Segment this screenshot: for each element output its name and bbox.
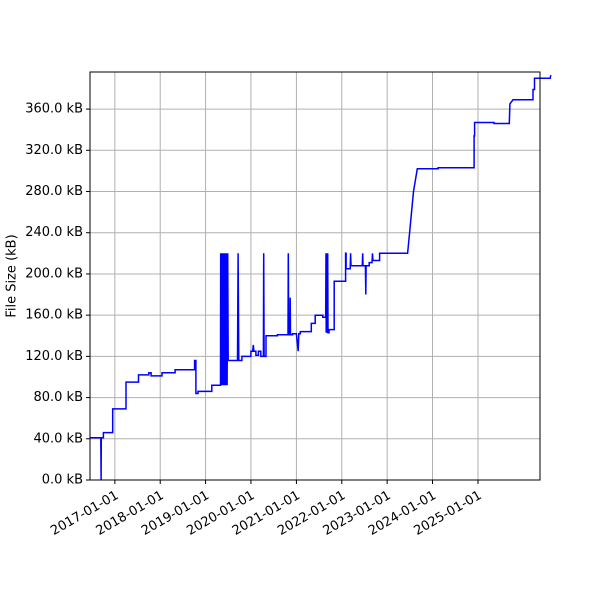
y-tick-label: 120.0 kB [25,349,83,364]
plot-area [90,72,540,480]
y-tick-label: 280.0 kB [25,184,83,199]
y-tick-label: 80.0 kB [33,390,83,405]
plot-frame [89,71,541,481]
y-axis: 0.0 kB 40.0 kB 80.0 kB 120.0 kB 160.0 kB 200.… [25,102,90,488]
y-tick-label: 200.0 kB [25,266,83,281]
y-axis-label: File Size (kB) [5,234,20,317]
y-tick-label: 240.0 kB [25,225,83,240]
y-tick-label: 0.0 kB [42,473,83,488]
y-tick-label: 40.0 kB [33,431,83,446]
series-layer [90,74,552,481]
y-tick-label: 360.0 kB [25,102,83,117]
series-line [90,74,552,481]
y-tick-label: 160.0 kB [25,308,83,323]
grid-lines [90,72,540,481]
y-tick-label: 320.0 kB [25,143,83,158]
